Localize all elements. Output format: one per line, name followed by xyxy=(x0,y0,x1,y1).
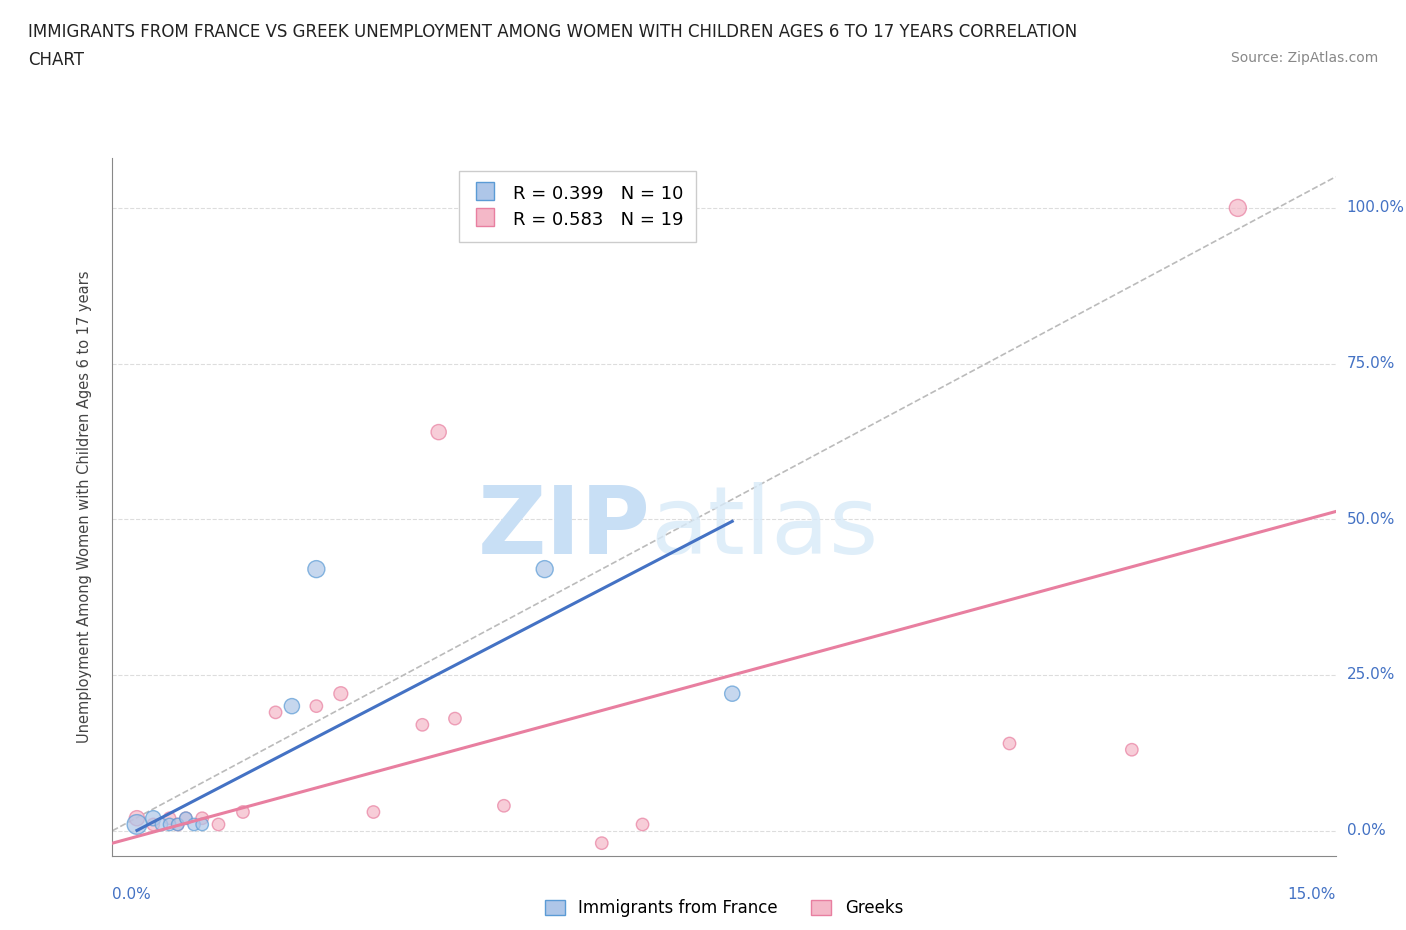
Point xyxy=(174,811,197,826)
Point xyxy=(159,811,181,826)
Point xyxy=(264,705,287,720)
Point xyxy=(363,804,385,819)
Point xyxy=(150,817,173,832)
Point xyxy=(411,717,433,732)
Point xyxy=(191,817,214,832)
Point xyxy=(166,817,188,832)
Text: ZIP: ZIP xyxy=(478,482,651,574)
Point xyxy=(1121,742,1143,757)
Point xyxy=(183,817,205,832)
Text: CHART: CHART xyxy=(28,51,84,69)
Point xyxy=(305,562,328,577)
Point xyxy=(166,817,188,832)
Point xyxy=(591,836,613,851)
Point xyxy=(232,804,254,819)
Text: 0.0%: 0.0% xyxy=(1347,823,1385,838)
Legend: R = 0.399   N = 10, R = 0.583   N = 19: R = 0.399 N = 10, R = 0.583 N = 19 xyxy=(458,170,696,242)
Text: Source: ZipAtlas.com: Source: ZipAtlas.com xyxy=(1230,51,1378,65)
Point xyxy=(142,817,165,832)
Point xyxy=(191,811,214,826)
Text: 0.0%: 0.0% xyxy=(112,887,152,902)
Point xyxy=(998,736,1021,751)
Point xyxy=(631,817,654,832)
Text: 100.0%: 100.0% xyxy=(1347,201,1405,216)
Point xyxy=(125,811,148,826)
Point xyxy=(125,817,148,832)
Point xyxy=(329,686,352,701)
Point xyxy=(721,686,744,701)
Text: 15.0%: 15.0% xyxy=(1288,887,1336,902)
Point xyxy=(207,817,229,832)
Point xyxy=(305,698,328,713)
Point xyxy=(142,811,165,826)
Text: 25.0%: 25.0% xyxy=(1347,668,1395,683)
Point xyxy=(533,562,555,577)
Text: 75.0%: 75.0% xyxy=(1347,356,1395,371)
Point xyxy=(427,425,450,440)
Y-axis label: Unemployment Among Women with Children Ages 6 to 17 years: Unemployment Among Women with Children A… xyxy=(77,271,91,743)
Point xyxy=(1226,201,1249,216)
Point xyxy=(174,811,197,826)
Text: 50.0%: 50.0% xyxy=(1347,512,1395,526)
Point xyxy=(492,798,515,813)
Text: atlas: atlas xyxy=(651,482,879,574)
Point xyxy=(281,698,304,713)
Text: IMMIGRANTS FROM FRANCE VS GREEK UNEMPLOYMENT AMONG WOMEN WITH CHILDREN AGES 6 TO: IMMIGRANTS FROM FRANCE VS GREEK UNEMPLOY… xyxy=(28,23,1077,41)
Point xyxy=(159,817,181,832)
Point xyxy=(444,711,467,726)
